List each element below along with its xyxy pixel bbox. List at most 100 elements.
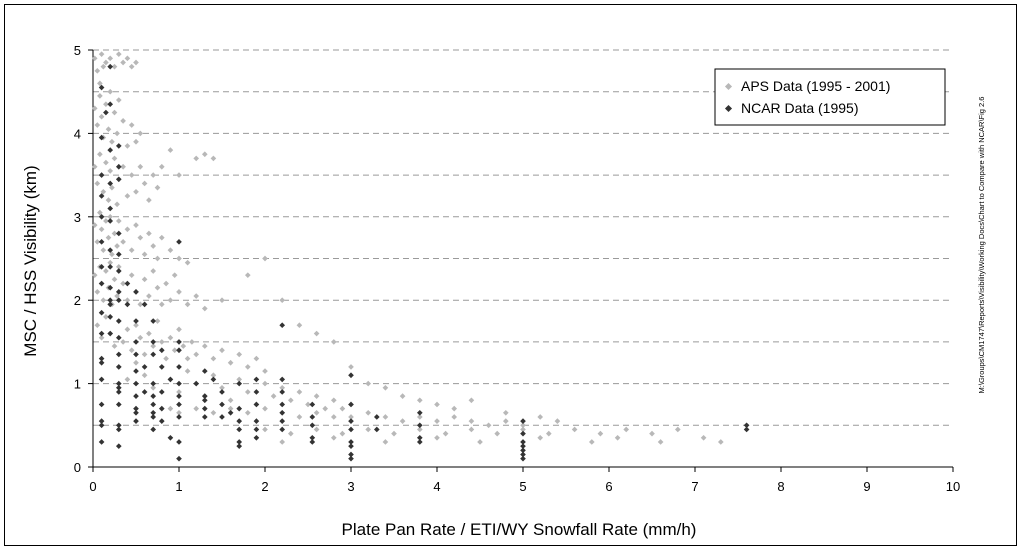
- aps-data-point: [537, 414, 544, 420]
- aps-data-point: [107, 88, 114, 95]
- aps-data-point: [98, 51, 105, 57]
- ncar-data-point: [416, 422, 423, 429]
- aps-data-point: [167, 247, 174, 253]
- aps-data-point: [279, 384, 286, 391]
- y-tick-label: 4: [74, 126, 81, 141]
- aps-data-point: [94, 238, 101, 245]
- aps-data-point: [296, 322, 303, 329]
- ncar-data-point: [115, 426, 122, 433]
- aps-data-point: [176, 326, 182, 333]
- ncar-data-point: [133, 318, 139, 324]
- aps-data-point: [97, 80, 103, 87]
- ncar-data-point: [98, 309, 105, 316]
- x-axis-title: Plate Pan Rate / ETI/WY Snowfall Rate (m…: [342, 520, 697, 539]
- ncar-data-point: [743, 422, 750, 429]
- ncar-data-point: [348, 372, 354, 379]
- ncar-data-point: [520, 451, 526, 458]
- aps-data-point: [545, 430, 552, 437]
- ncar-data-point: [107, 284, 114, 291]
- ncar-data-point: [520, 430, 526, 437]
- ncar-data-point: [98, 213, 105, 220]
- aps-data-point: [193, 405, 200, 412]
- aps-data-point: [180, 343, 187, 349]
- ncar-data-point: [133, 339, 139, 345]
- aps-data-point: [107, 55, 114, 62]
- ncar-data-point: [279, 409, 286, 416]
- ncar-data-point: [219, 389, 225, 395]
- aps-data-point: [103, 218, 109, 224]
- aps-data-point: [210, 372, 217, 379]
- ncar-data-point: [98, 376, 105, 383]
- aps-data-point: [115, 51, 122, 57]
- aps-data-point: [167, 297, 174, 304]
- aps-data-point: [176, 409, 182, 416]
- chart-frame: 0 1 2 3 4 5 6 7 8 9 10 0 1 2 3 4 5 Plate Pan Rate / ETI…: [4, 4, 1017, 546]
- ncar-data-point: [150, 414, 157, 420]
- ncar-data-point: [176, 414, 182, 420]
- ncar-data-point: [253, 401, 260, 408]
- ncar-data-point: [176, 401, 182, 408]
- ncar-data-point: [150, 351, 157, 358]
- ncar-data-point: [115, 163, 122, 170]
- aps-data-point: [98, 334, 105, 341]
- aps-data-point: [103, 101, 109, 108]
- ncar-data-point: [201, 393, 208, 399]
- aps-data-point: [176, 289, 182, 295]
- aps-data-point: [184, 355, 191, 362]
- aps-data-point: [111, 276, 118, 283]
- aps-data-point: [133, 322, 139, 329]
- scatter-chart: 0 1 2 3 4 5 6 7 8 9 10 0 1 2 3 4 5 Plate Pan Rate / ETI…: [21, 43, 986, 539]
- ncar-data-point: [348, 451, 354, 458]
- aps-data-point: [133, 222, 139, 228]
- aps-data-point: [227, 405, 234, 412]
- y-tick-label: 1: [74, 377, 81, 392]
- aps-data-point: [124, 326, 131, 333]
- aps-data-point: [322, 405, 329, 412]
- aps-data-point: [114, 201, 120, 208]
- ncar-data-point: [309, 401, 316, 408]
- aps-data-point: [236, 351, 243, 358]
- ncar-data-point: [158, 347, 165, 354]
- aps-data-point: [201, 305, 208, 312]
- ncar-data-point: [158, 405, 165, 412]
- ncar-data-point: [348, 443, 354, 449]
- aps-data-point: [163, 280, 169, 287]
- aps-data-point: [109, 251, 115, 258]
- aps-data-point: [150, 243, 157, 249]
- y-tick-label: 2: [74, 293, 81, 308]
- ncar-data-point: [98, 193, 105, 199]
- ncar-data-point: [176, 380, 182, 387]
- ncar-data-point: [115, 380, 122, 387]
- ncar-data-point: [107, 218, 114, 224]
- aps-data-point: [416, 426, 423, 433]
- ncar-data-point: [133, 405, 139, 412]
- aps-data-point: [262, 368, 268, 374]
- aps-data-point: [210, 155, 217, 162]
- ncar-data-point: [167, 376, 174, 383]
- ncar-data-point: [107, 297, 114, 304]
- aps-data-point: [270, 393, 277, 399]
- ncar-data-point: [219, 414, 225, 420]
- ncar-data-point: [107, 63, 114, 70]
- aps-data-point: [434, 418, 440, 424]
- ncar-data-point: [98, 439, 105, 445]
- aps-data-point: [279, 297, 286, 304]
- ncar-data-point: [98, 134, 105, 141]
- x-tick-label: 6: [605, 479, 612, 494]
- aps-data-point: [244, 389, 251, 395]
- aps-data-point: [189, 339, 195, 345]
- ncar-data-point: [107, 314, 114, 320]
- aps-data-point: [365, 380, 372, 387]
- aps-data-point: [150, 343, 157, 349]
- aps-data-point: [330, 434, 337, 441]
- aps-data-point: [97, 209, 103, 216]
- aps-data-point: [193, 155, 200, 162]
- aps-data-point: [193, 293, 200, 299]
- aps-data-point: [171, 347, 178, 354]
- ncar-data-point: [107, 205, 114, 212]
- ncar-data-point: [520, 447, 526, 454]
- aps-data-point: [279, 439, 286, 445]
- aps-data-point: [137, 301, 144, 308]
- ncar-data-point: [176, 439, 182, 445]
- ncar-data-point: [115, 389, 122, 395]
